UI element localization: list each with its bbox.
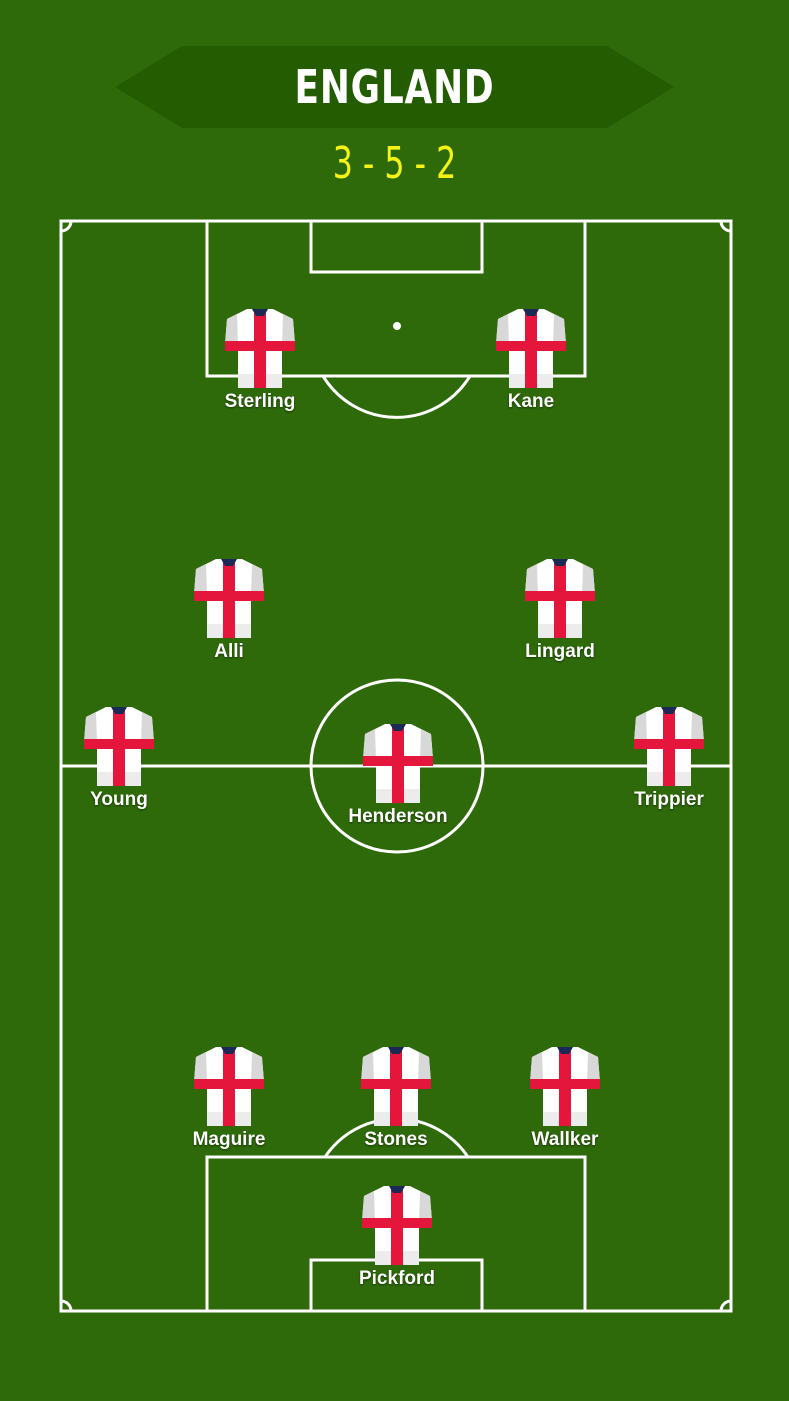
player-name: Trippier	[634, 789, 704, 810]
player-young[interactable]: Young	[59, 704, 179, 834]
shirt-icon	[634, 707, 704, 786]
team-name: ENGLAND	[294, 60, 495, 114]
title-banner: ENGLAND	[115, 46, 674, 128]
player-name: Kane	[507, 391, 555, 412]
player-name: Pickford	[358, 1268, 436, 1289]
player-maguire[interactable]: Maguire	[169, 1044, 289, 1174]
player-name: Lingard	[525, 641, 595, 662]
player-name: Wallker	[531, 1129, 599, 1150]
shirt-icon	[496, 309, 566, 388]
shirt-icon	[84, 707, 154, 786]
player-name: Henderson	[348, 806, 448, 827]
player-alli[interactable]: Alli	[169, 556, 289, 686]
player-pickford[interactable]: Pickford	[337, 1183, 457, 1313]
formation-label: 3 - 5 - 2	[332, 138, 457, 189]
player-name: Alli	[214, 641, 244, 662]
player-name: Stones	[364, 1129, 428, 1150]
shirt-icon	[362, 1186, 432, 1265]
player-sterling[interactable]: Sterling	[200, 306, 320, 436]
player-name: Sterling	[224, 391, 296, 412]
shirt-icon	[194, 559, 264, 638]
player-kane[interactable]: Kane	[471, 306, 591, 436]
shirt-icon	[525, 559, 595, 638]
shirt-icon	[530, 1047, 600, 1126]
player-trippier[interactable]: Trippier	[609, 704, 729, 834]
shirt-icon	[225, 309, 295, 388]
player-henderson[interactable]: Henderson	[338, 721, 458, 851]
shirt-icon	[363, 724, 433, 803]
shirt-icon	[194, 1047, 264, 1126]
player-name: Maguire	[192, 1129, 266, 1150]
player-walker[interactable]: Wallker	[505, 1044, 625, 1174]
shirt-icon	[361, 1047, 431, 1126]
player-stones[interactable]: Stones	[336, 1044, 456, 1174]
player-lingard[interactable]: Lingard	[500, 556, 620, 686]
player-name: Young	[90, 789, 148, 810]
